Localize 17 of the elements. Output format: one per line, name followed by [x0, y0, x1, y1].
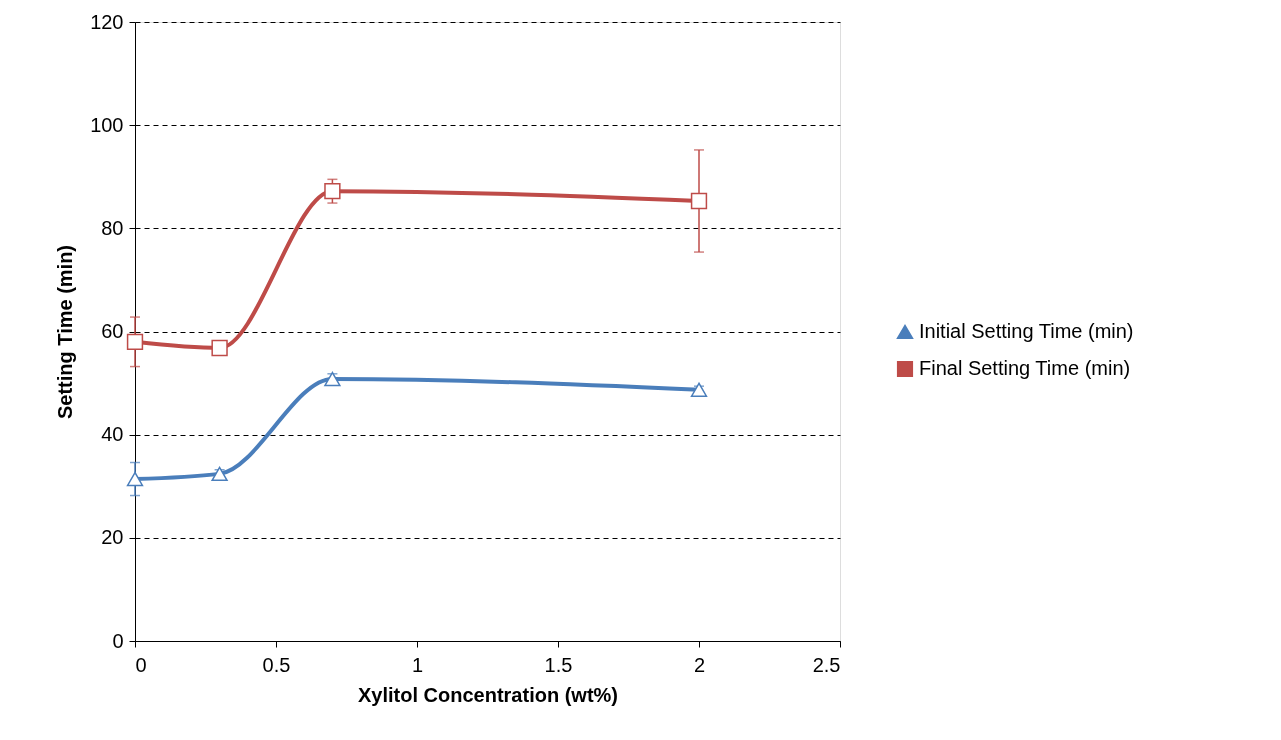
y-tick-label: 20 — [101, 526, 124, 549]
y-tick-label: 40 — [101, 423, 124, 446]
y-tick-label: 80 — [101, 216, 124, 239]
x-tick-label: 2 — [693, 653, 706, 676]
x-tick-label: 1 — [411, 653, 424, 676]
legend-label: Initial Setting Time (min) — [919, 320, 1134, 342]
x-tick-label: 0 — [135, 653, 147, 676]
x-tick-label: 1.5 — [544, 653, 573, 676]
x-tick-label: 2.5 — [812, 653, 841, 676]
x-tick-label: 0.5 — [262, 653, 291, 676]
y-tick-label: 60 — [101, 320, 124, 342]
y-tick-label: 120 — [90, 10, 124, 33]
x-axis-title: Xylitol Concentration (wt%) — [358, 683, 618, 706]
legend-label: Final Setting Time (min) — [919, 357, 1131, 379]
y-tick-label: 100 — [90, 113, 124, 136]
y-tick-label: 0 — [112, 629, 124, 652]
y-axis-title: Setting Time (min) — [54, 244, 77, 420]
